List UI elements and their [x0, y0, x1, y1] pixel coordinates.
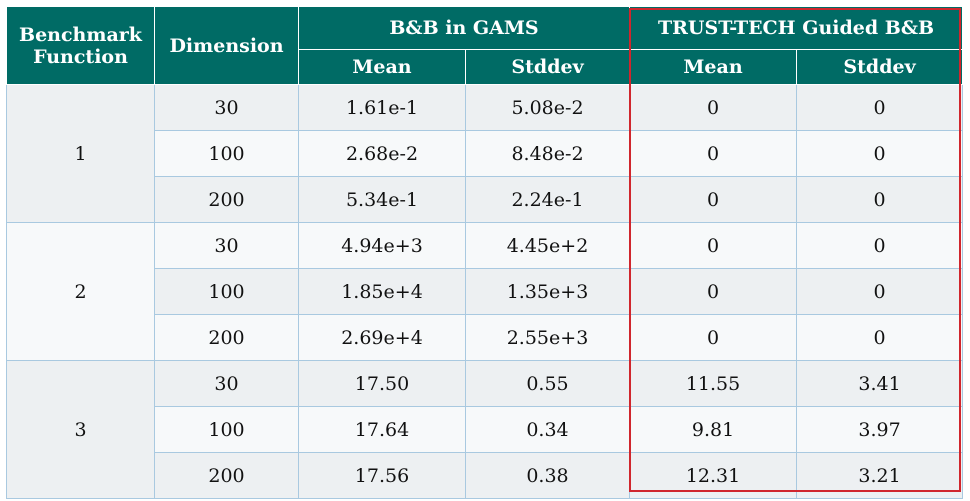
gams-mean-cell: 17.56 [298, 452, 466, 499]
tt-stddev-cell: 3.21 [796, 452, 964, 499]
dimension-cell: 200 [154, 176, 299, 223]
tt-stddev-cell: 0 [796, 176, 964, 223]
table-row: 2 30 4.94e+3 4.45e+2 0 0 [6, 222, 964, 361]
tt-stddev-cell: 0 [796, 84, 964, 131]
gams-stddev-cell: 0.34 [464, 406, 631, 453]
tt-stddev-cell: 0 [796, 268, 964, 315]
tt-mean-cell: 0 [629, 130, 798, 177]
dimension-cell: 30 [154, 360, 299, 407]
table-header: Benchmark Function Dimension B&B in GAMS… [6, 6, 964, 85]
gams-stddev-cell: 2.55e+3 [464, 314, 631, 361]
dimension-cell: 100 [154, 268, 299, 315]
table-row: 100 1.85e+4 1.35e+3 0 0 [7, 268, 964, 315]
dimension-cell: 30 [154, 222, 299, 269]
table-row: 200 5.34e-1 2.24e-1 0 0 [7, 176, 964, 223]
tt-mean-cell: 0 [629, 176, 798, 223]
results-table: Benchmark Function Dimension B&B in GAMS… [6, 6, 964, 499]
tt-stddev-cell: 3.41 [796, 360, 964, 407]
gams-stddev-cell: 4.45e+2 [464, 222, 631, 269]
tt-mean-cell: 0 [629, 268, 798, 315]
header-benchmark-function: Benchmark Function [6, 6, 155, 85]
gams-stddev-cell: 0.38 [464, 452, 631, 499]
tt-stddev-cell: 0 [796, 222, 964, 269]
tt-stddev-cell: 0 [796, 314, 964, 361]
gams-mean-cell: 2.68e-2 [298, 130, 466, 177]
gams-stddev-cell: 2.24e-1 [464, 176, 631, 223]
tt-stddev-cell: 3.97 [796, 406, 964, 453]
header-gams-mean: Mean [298, 49, 466, 85]
table-row: 1 30 1.61e-1 5.08e-2 0 0 [6, 84, 964, 223]
tt-mean-cell: 0 [629, 314, 798, 361]
tt-mean-cell: 0 [629, 222, 798, 269]
header-tt-mean: Mean [629, 49, 798, 85]
gams-stddev-cell: 0.55 [464, 360, 631, 407]
tt-mean-cell: 12.31 [629, 452, 798, 499]
table-row: 100 17.64 0.34 9.81 3.97 [7, 406, 964, 453]
gams-stddev-cell: 8.48e-2 [464, 130, 631, 177]
header-bb-gams: B&B in GAMS [297, 6, 631, 50]
gams-mean-cell: 1.61e-1 [298, 84, 466, 131]
gams-mean-cell: 5.34e-1 [298, 176, 466, 223]
table-row: 200 2.69e+4 2.55e+3 0 0 [7, 314, 964, 361]
table-body: 1 30 1.61e-1 5.08e-2 0 0 100 2.68e-2 8.4… [6, 84, 964, 499]
header-tt-stddev: Stddev [796, 49, 964, 85]
tt-mean-cell: 0 [629, 84, 798, 131]
table-row: 100 2.68e-2 8.48e-2 0 0 [7, 130, 964, 177]
table-row: 3 30 17.50 0.55 11.55 3.41 [6, 360, 964, 499]
gams-mean-cell: 1.85e+4 [298, 268, 466, 315]
dimension-cell: 30 [154, 84, 299, 131]
header-dimension: Dimension [154, 6, 299, 85]
benchmark-function-cell: 2 [6, 222, 155, 361]
gams-stddev-cell: 5.08e-2 [464, 84, 631, 131]
gams-stddev-cell: 1.35e+3 [464, 268, 631, 315]
tt-mean-cell: 9.81 [629, 406, 798, 453]
dimension-cell: 200 [154, 452, 299, 499]
gams-mean-cell: 4.94e+3 [298, 222, 466, 269]
header-gams-stddev: Stddev [464, 49, 631, 85]
benchmark-function-cell: 1 [6, 84, 155, 223]
benchmark-function-cell: 3 [6, 360, 155, 499]
dimension-cell: 100 [154, 406, 299, 453]
gams-mean-cell: 17.50 [298, 360, 466, 407]
dimension-cell: 200 [154, 314, 299, 361]
gams-mean-cell: 17.64 [298, 406, 466, 453]
tt-mean-cell: 11.55 [629, 360, 798, 407]
header-trust-tech: TRUST-TECH Guided B&B [629, 6, 964, 50]
tt-stddev-cell: 0 [796, 130, 964, 177]
gams-mean-cell: 2.69e+4 [298, 314, 466, 361]
dimension-cell: 100 [154, 130, 299, 177]
